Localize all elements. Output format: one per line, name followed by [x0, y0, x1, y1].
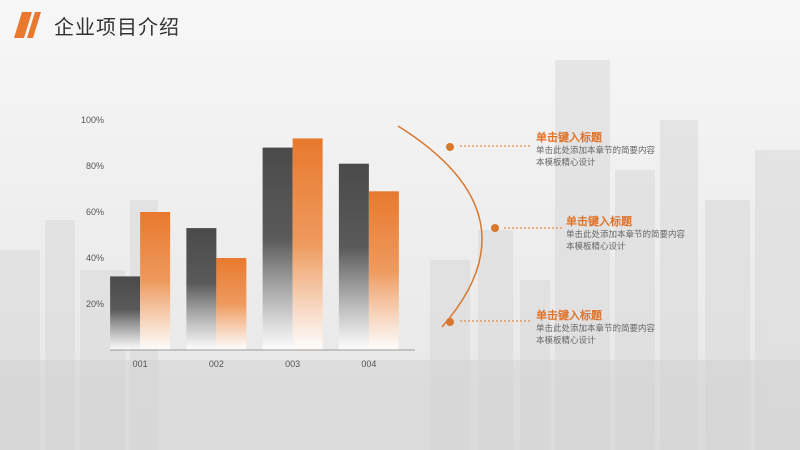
x-tick-label: 002: [209, 359, 224, 369]
arc-line: [397, 125, 483, 328]
bar-2-002: [216, 258, 247, 350]
arc-dot-3: [446, 318, 454, 326]
item-body-line: 单击此处添加本章节的简要内容: [536, 324, 656, 334]
page-header: 企业项目介绍: [14, 10, 180, 40]
bar-2-003: [292, 138, 323, 350]
y-tick-label: 40%: [86, 253, 104, 263]
item-title: 单击键入标题: [536, 309, 602, 322]
bar-1-004: [338, 163, 369, 350]
item-body-line: 单击此处添加本章节的简要内容: [566, 230, 686, 240]
y-tick-label: 100%: [81, 115, 104, 125]
text-item-3: 单击键入标题 单击此处添加本章节的简要内容 本模板精心设计: [536, 309, 706, 347]
item-body-line: 本模板精心设计: [536, 336, 596, 346]
item-body-line: 单击此处添加本章节的简要内容: [536, 146, 656, 156]
item-body-line: 本模板精心设计: [566, 242, 626, 252]
item-title: 单击键入标题: [536, 131, 602, 144]
x-tick-label: 003: [285, 359, 300, 369]
y-tick-label: 60%: [86, 207, 104, 217]
item-body-line: 本模板精心设计: [536, 158, 596, 168]
bar-2-004: [368, 191, 399, 350]
arc-dot-2: [491, 224, 499, 232]
y-tick-label: 80%: [86, 161, 104, 171]
bar-1-003: [262, 147, 293, 350]
arc-dot-1: [446, 143, 454, 151]
text-item-2: 单击键入标题 单击此处添加本章节的简要内容 本模板精心设计: [566, 215, 736, 253]
text-item-1: 单击键入标题 单击此处添加本章节的简要内容 本模板精心设计: [536, 131, 706, 169]
page-title: 企业项目介绍: [54, 14, 180, 39]
bar-1-002: [186, 228, 217, 350]
x-tick-label: 004: [361, 359, 376, 369]
item-title: 单击键入标题: [566, 215, 632, 228]
x-tick-label: 001: [133, 359, 148, 369]
timeline-arc: [397, 125, 562, 328]
y-tick-label: 20%: [86, 299, 104, 309]
slash-logo-icon: [14, 12, 41, 38]
bar-2-001: [140, 212, 171, 350]
bar-1-001: [110, 276, 141, 350]
bar-chart: 100% 80% 60% 40% 20% 001 002 003 004: [81, 115, 415, 369]
